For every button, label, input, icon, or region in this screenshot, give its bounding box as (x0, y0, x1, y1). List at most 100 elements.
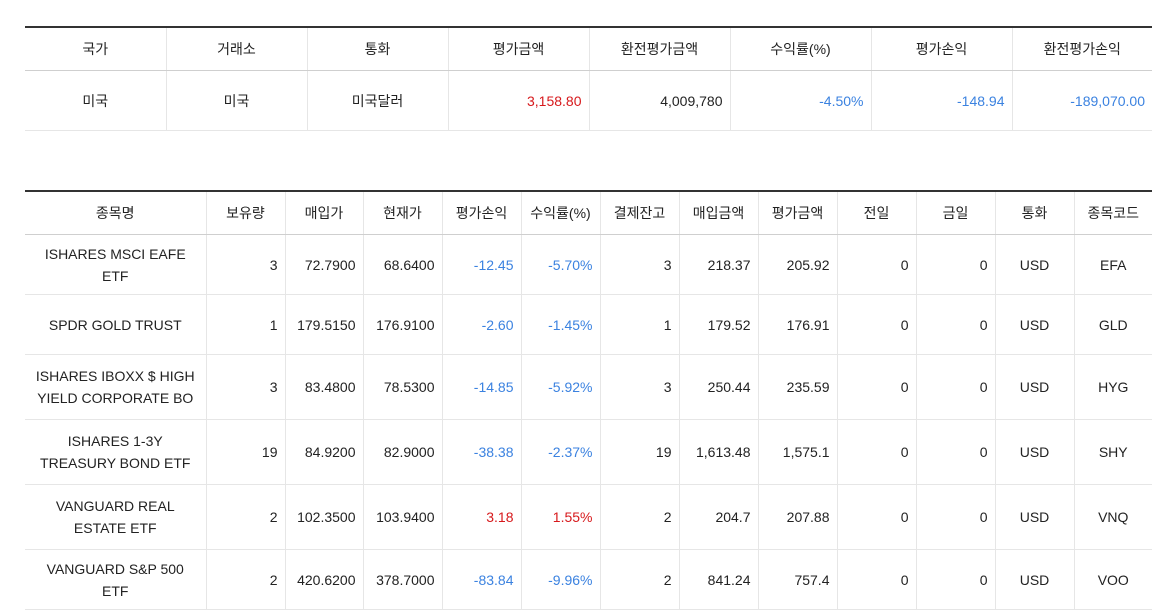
summary-converted-eval-amount: 4,009,780 (589, 70, 731, 131)
holding-cur-price: 82.9000 (363, 419, 443, 485)
summary-header-eval-pnl: 평가손익 (871, 27, 1013, 71)
holdings-header-buy-price: 매입가 (285, 191, 364, 235)
summary-header-row: 국가 거래소 통화 평가금액 환전평가금액 수익률(%) 평가손익 환전평가손익 (25, 27, 1152, 71)
holding-eval-amount: 235.59 (758, 354, 838, 420)
holding-today: 0 (916, 419, 996, 485)
holding-qty: 1 (206, 294, 286, 355)
holding-code: SHY (1074, 419, 1152, 485)
summary-header-currency: 통화 (307, 27, 449, 71)
holding-prev-day: 0 (837, 549, 917, 610)
holding-settled: 3 (600, 234, 680, 295)
holding-rate: -1.45% (521, 294, 601, 355)
holdings-header-today: 금일 (916, 191, 996, 235)
holdings-header-name: 종목명 (25, 191, 207, 235)
holding-rate: -9.96% (521, 549, 601, 610)
holding-settled: 1 (600, 294, 680, 355)
holding-eval-amount: 207.88 (758, 484, 838, 550)
holdings-header-cur-price: 현재가 (363, 191, 443, 235)
holding-currency: USD (995, 234, 1075, 295)
holding-today: 0 (916, 354, 996, 420)
holding-pnl: -83.84 (442, 549, 522, 610)
table-row: ISHARES IBOXX $ HIGH YIELD CORPORATE BO … (25, 354, 1152, 420)
holding-rate: -2.37% (521, 419, 601, 485)
summary-currency: 미국달러 (307, 70, 449, 131)
holding-prev-day: 0 (837, 354, 917, 420)
holding-prev-day: 0 (837, 234, 917, 295)
holding-cur-price: 68.6400 (363, 234, 443, 295)
holding-buy-price: 102.3500 (285, 484, 364, 550)
summary-converted-eval-pnl: -189,070.00 (1012, 70, 1152, 131)
summary-header-return-rate: 수익률(%) (730, 27, 872, 71)
holding-currency: USD (995, 549, 1075, 610)
summary-header-exchange: 거래소 (166, 27, 308, 71)
holding-qty: 2 (206, 484, 286, 550)
holding-buy-amount: 841.24 (679, 549, 759, 610)
holding-rate: 1.55% (521, 484, 601, 550)
holding-buy-amount: 1,613.48 (679, 419, 759, 485)
table-row: VANGUARD REAL ESTATE ETF 2 102.3500 103.… (25, 484, 1152, 550)
holding-today: 0 (916, 484, 996, 550)
holding-eval-amount: 1,575.1 (758, 419, 838, 485)
holding-buy-amount: 250.44 (679, 354, 759, 420)
summary-header-country: 국가 (25, 27, 167, 71)
holding-buy-price: 84.9200 (285, 419, 364, 485)
summary-return-rate: -4.50% (730, 70, 872, 131)
holding-eval-amount: 757.4 (758, 549, 838, 610)
summary-header-eval-amount: 평가금액 (448, 27, 590, 71)
holding-buy-price: 72.7900 (285, 234, 364, 295)
holding-buy-amount: 179.52 (679, 294, 759, 355)
holding-code: EFA (1074, 234, 1152, 295)
holding-name: VANGUARD REAL ESTATE ETF (25, 484, 207, 550)
holding-code: VNQ (1074, 484, 1152, 550)
holdings-table: 종목명 보유량 매입가 현재가 평가손익 수익률(%) 결제잔고 매입금액 평가… (25, 190, 1152, 610)
holding-cur-price: 103.9400 (363, 484, 443, 550)
holding-rate: -5.70% (521, 234, 601, 295)
holding-qty: 3 (206, 354, 286, 420)
holding-eval-amount: 205.92 (758, 234, 838, 295)
holding-pnl: -2.60 (442, 294, 522, 355)
holding-qty: 3 (206, 234, 286, 295)
summary-header-converted-eval-pnl: 환전평가손익 (1012, 27, 1152, 71)
holding-currency: USD (995, 354, 1075, 420)
holding-settled: 2 (600, 484, 680, 550)
holding-today: 0 (916, 234, 996, 295)
holdings-header-currency: 통화 (995, 191, 1075, 235)
holdings-header-prev-day: 전일 (837, 191, 917, 235)
holdings-header-row: 종목명 보유량 매입가 현재가 평가손익 수익률(%) 결제잔고 매입금액 평가… (25, 191, 1152, 235)
holding-today: 0 (916, 294, 996, 355)
holding-pnl: -38.38 (442, 419, 522, 485)
holding-cur-price: 378.7000 (363, 549, 443, 610)
holding-currency: USD (995, 484, 1075, 550)
holdings-header-pnl: 평가손익 (442, 191, 522, 235)
holding-today: 0 (916, 549, 996, 610)
summary-row: 미국 미국 미국달러 3,158.80 4,009,780 -4.50% -14… (25, 70, 1152, 131)
holding-rate: -5.92% (521, 354, 601, 420)
table-row: VANGUARD S&P 500 ETF 2 420.6200 378.7000… (25, 549, 1152, 610)
holdings-header-qty: 보유량 (206, 191, 286, 235)
holding-buy-price: 179.5150 (285, 294, 364, 355)
holding-currency: USD (995, 294, 1075, 355)
holding-name: ISHARES IBOXX $ HIGH YIELD CORPORATE BO (25, 354, 207, 420)
holding-cur-price: 176.9100 (363, 294, 443, 355)
holding-settled: 2 (600, 549, 680, 610)
table-row: ISHARES MSCI EAFE ETF 3 72.7900 68.6400 … (25, 234, 1152, 295)
summary-country: 미국 (25, 70, 167, 131)
holding-eval-amount: 176.91 (758, 294, 838, 355)
holdings-header-code: 종목코드 (1074, 191, 1152, 235)
holding-prev-day: 0 (837, 484, 917, 550)
summary-exchange: 미국 (166, 70, 308, 131)
holding-name: ISHARES MSCI EAFE ETF (25, 234, 207, 295)
holding-qty: 2 (206, 549, 286, 610)
holding-prev-day: 0 (837, 419, 917, 485)
summary-header-converted-eval-amount: 환전평가금액 (589, 27, 731, 71)
summary-eval-amount: 3,158.80 (448, 70, 590, 131)
holding-code: VOO (1074, 549, 1152, 610)
holdings-header-buy-amount: 매입금액 (679, 191, 759, 235)
holding-cur-price: 78.5300 (363, 354, 443, 420)
holdings-header-settled: 결제잔고 (600, 191, 680, 235)
holding-pnl: -12.45 (442, 234, 522, 295)
holding-code: GLD (1074, 294, 1152, 355)
summary-table: 국가 거래소 통화 평가금액 환전평가금액 수익률(%) 평가손익 환전평가손익… (25, 26, 1152, 131)
holding-pnl: 3.18 (442, 484, 522, 550)
